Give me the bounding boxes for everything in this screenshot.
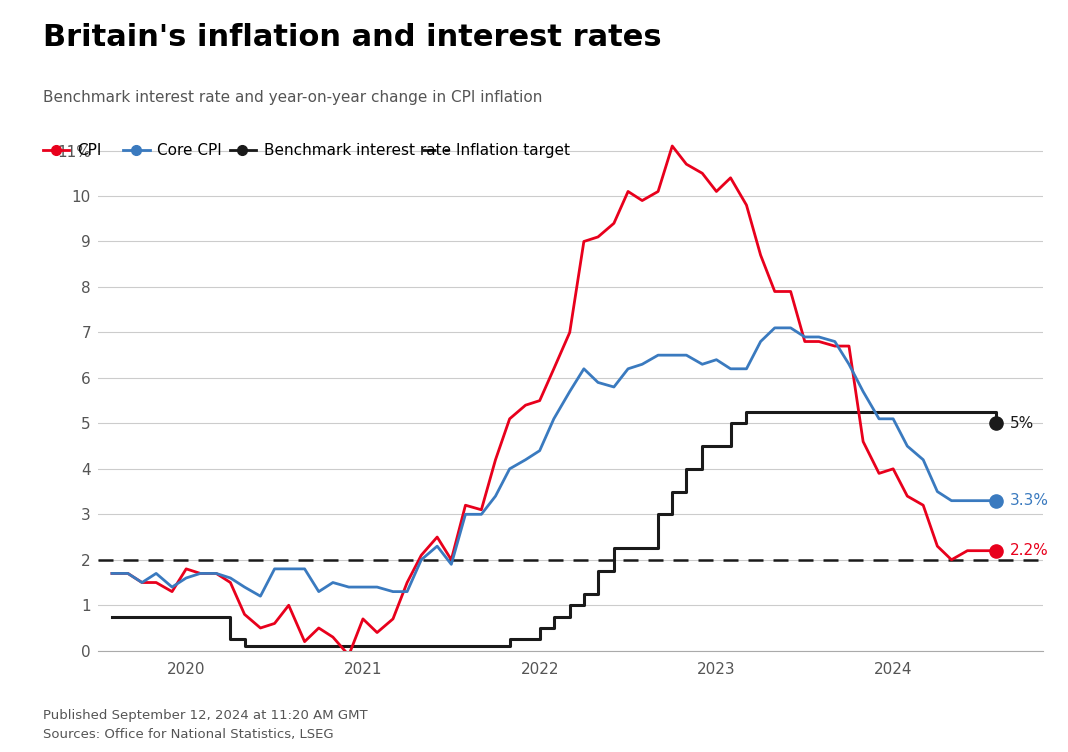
Text: Benchmark interest rate: Benchmark interest rate	[264, 143, 451, 158]
Point	[987, 417, 1004, 429]
Text: Core CPI: Core CPI	[157, 143, 222, 158]
Text: Published September 12, 2024 at 11:20 AM GMT: Published September 12, 2024 at 11:20 AM…	[43, 709, 367, 722]
Text: Sources: Office for National Statistics, LSEG: Sources: Office for National Statistics,…	[43, 728, 333, 741]
Text: Britain's inflation and interest rates: Britain's inflation and interest rates	[43, 23, 661, 52]
Text: Benchmark interest rate and year-on-year change in CPI inflation: Benchmark interest rate and year-on-year…	[43, 90, 543, 105]
Text: 2.2%: 2.2%	[1010, 543, 1049, 558]
Point	[987, 495, 1004, 507]
Point	[987, 544, 1004, 556]
Text: CPI: CPI	[77, 143, 101, 158]
Text: 3.3%: 3.3%	[1010, 493, 1049, 508]
Text: Inflation target: Inflation target	[456, 143, 570, 158]
Text: 5%: 5%	[1010, 416, 1034, 431]
